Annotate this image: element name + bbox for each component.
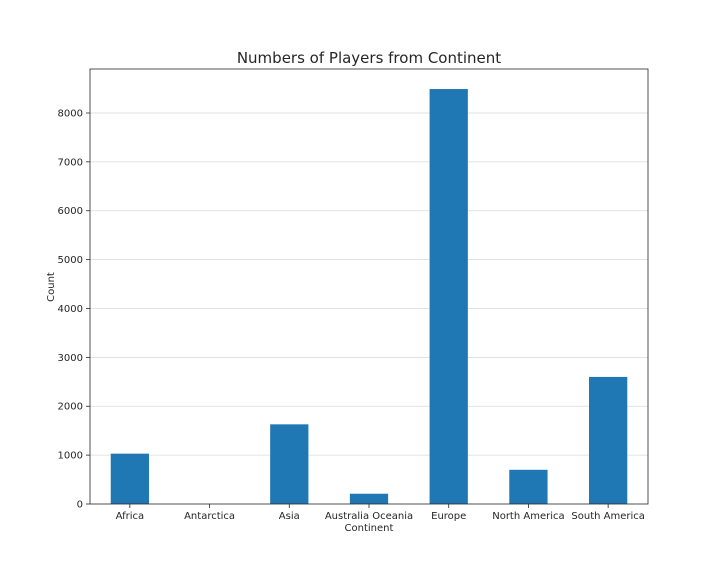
y-tick-label: 1000 bbox=[58, 451, 83, 462]
x-tick-label: Africa bbox=[116, 511, 145, 522]
plot-frame bbox=[89, 68, 649, 505]
bars bbox=[110, 89, 628, 504]
x-tick-label: Asia bbox=[279, 511, 300, 522]
bar-europe bbox=[429, 89, 468, 504]
chart-title: Numbers of Players from Continent bbox=[237, 49, 501, 67]
grid-lines bbox=[90, 112, 648, 456]
x-axis-ticks: Africa Antarctica Asia Australia Oceania Eur… bbox=[116, 504, 645, 522]
y-axis-label: Count bbox=[46, 272, 57, 302]
y-tick-label: 3000 bbox=[58, 353, 83, 364]
y-tick-label: 6000 bbox=[58, 206, 83, 217]
x-tick-label: North America bbox=[492, 511, 564, 522]
x-tick-label: Australia Oceania bbox=[325, 511, 413, 522]
y-axis-ticks: 0 1000 2000 3000 4000 5000 6000 7000 8000 bbox=[58, 108, 90, 511]
y-tick-label: 2000 bbox=[58, 402, 83, 413]
x-axis-label: Continent bbox=[345, 523, 394, 534]
x-tick-label: Europe bbox=[431, 511, 466, 522]
x-tick-label: Antarctica bbox=[184, 511, 235, 522]
y-tick-label: 0 bbox=[77, 500, 83, 511]
y-tick-label: 7000 bbox=[58, 157, 83, 168]
y-tick-label: 8000 bbox=[58, 108, 83, 119]
y-tick-label: 4000 bbox=[58, 304, 83, 315]
y-tick-label: 5000 bbox=[58, 255, 83, 266]
bar-south-america bbox=[589, 376, 628, 504]
bar-asia bbox=[270, 424, 309, 504]
x-tick-label: South America bbox=[571, 511, 645, 522]
bar-north-america bbox=[509, 469, 548, 504]
bar-africa bbox=[110, 453, 149, 504]
bar-australia-oceania bbox=[349, 493, 389, 504]
